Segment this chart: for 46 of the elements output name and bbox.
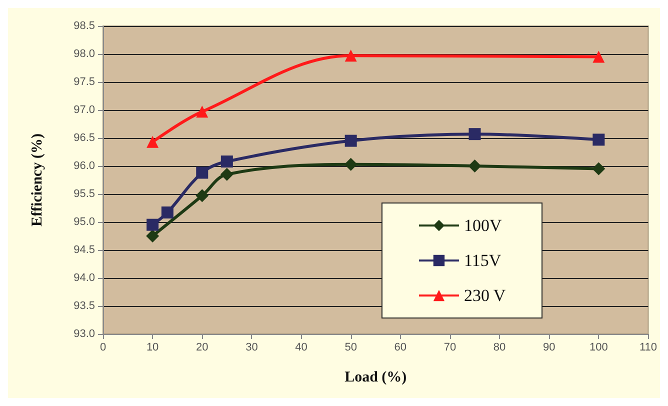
point bbox=[468, 128, 481, 140]
point bbox=[196, 189, 209, 202]
x-tick-label: 70 bbox=[444, 342, 456, 354]
y-tick-label: 95.5 bbox=[74, 188, 95, 200]
point bbox=[146, 136, 159, 148]
point bbox=[344, 134, 357, 147]
x-tick-label: 100 bbox=[589, 342, 608, 354]
x-tick-label: 30 bbox=[246, 342, 258, 354]
point bbox=[592, 50, 605, 63]
point bbox=[344, 158, 358, 171]
y-tick-label: 96.5 bbox=[74, 132, 95, 144]
point bbox=[220, 168, 234, 181]
y-tick-label: 93.0 bbox=[74, 328, 95, 340]
legend-label: 230 V bbox=[464, 286, 506, 305]
point bbox=[146, 218, 159, 231]
legend-label: 115V bbox=[464, 251, 502, 270]
y-tick-label: 97.0 bbox=[74, 104, 95, 116]
x-tick-label: 110 bbox=[639, 342, 658, 354]
x-tick-label: 90 bbox=[542, 342, 556, 354]
x-tick-label: 20 bbox=[196, 342, 208, 354]
x-tick-label: 0 bbox=[100, 342, 106, 354]
y-tick-label: 94.5 bbox=[74, 244, 95, 256]
y-tick-label: 98.0 bbox=[74, 48, 95, 60]
y-tick-label: 94.0 bbox=[74, 272, 95, 284]
y-tick-label: 96.0 bbox=[74, 160, 95, 172]
point bbox=[146, 230, 160, 242]
point bbox=[592, 162, 606, 176]
x-tick-label: 60 bbox=[394, 342, 407, 354]
point bbox=[196, 106, 208, 118]
y-tick-label: 93.5 bbox=[74, 300, 95, 312]
y-tick-label: 97.5 bbox=[74, 76, 95, 88]
y-axis-title: Efficiency (%) bbox=[30, 134, 46, 226]
point bbox=[344, 50, 357, 62]
x-tick-label: 10 bbox=[146, 342, 159, 354]
x-tick-label: 50 bbox=[344, 342, 357, 354]
point bbox=[161, 206, 174, 218]
point bbox=[220, 156, 233, 168]
point bbox=[592, 134, 605, 146]
x-tick-label: 40 bbox=[295, 342, 308, 354]
y-tick-label: 95.0 bbox=[74, 216, 95, 228]
x-tick-label: 80 bbox=[493, 342, 506, 354]
legend-label: 100V bbox=[464, 216, 502, 235]
y-tick-label: 98.5 bbox=[74, 20, 95, 32]
x-axis-title: Load (%) bbox=[344, 370, 407, 386]
point bbox=[468, 160, 482, 172]
point bbox=[196, 166, 208, 179]
